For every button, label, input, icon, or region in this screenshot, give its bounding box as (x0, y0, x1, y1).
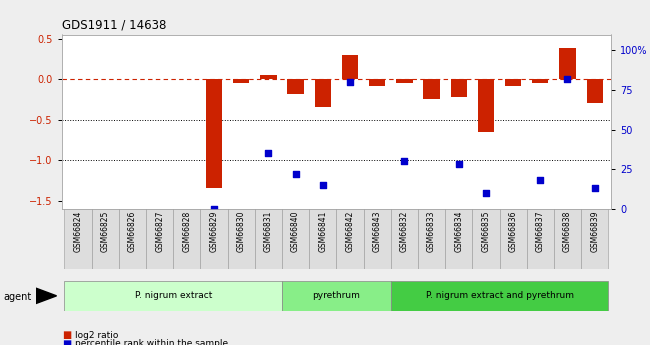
Bar (586, 79, 603, 104)
Text: percentile rank within the sample: percentile rank within the sample (75, 339, 228, 345)
Bar (526, 209, 554, 269)
Text: GSM66832: GSM66832 (400, 210, 409, 252)
Text: ■: ■ (62, 331, 71, 340)
Text: GSM66831: GSM66831 (264, 210, 273, 252)
Bar (174, 209, 200, 269)
Bar (119, 209, 146, 269)
Point (318, 182, 328, 188)
Text: GSM66826: GSM66826 (128, 210, 137, 252)
Bar (200, 209, 227, 269)
Text: GSM66824: GSM66824 (73, 210, 83, 252)
Text: agent: agent (3, 292, 31, 302)
Bar (391, 281, 608, 310)
Text: GSM66825: GSM66825 (101, 210, 110, 252)
Point (263, 150, 274, 156)
Bar (473, 209, 499, 269)
Bar (532, 79, 549, 83)
Bar (64, 281, 282, 310)
Text: GSM66835: GSM66835 (482, 210, 490, 252)
Bar (560, 48, 576, 79)
Bar (505, 79, 521, 86)
Text: ■: ■ (62, 339, 71, 345)
Text: P. nigrum extract and pyrethrum: P. nigrum extract and pyrethrum (426, 291, 573, 300)
Bar (363, 209, 391, 269)
Text: GSM66840: GSM66840 (291, 210, 300, 252)
Point (481, 190, 491, 196)
Bar (396, 79, 413, 83)
Text: GSM66834: GSM66834 (454, 210, 463, 252)
Text: P. nigrum extract: P. nigrum extract (135, 291, 212, 300)
Text: GSM66841: GSM66841 (318, 210, 328, 252)
Bar (227, 209, 255, 269)
Bar (369, 79, 385, 86)
Bar (92, 209, 119, 269)
Bar (309, 209, 337, 269)
Text: log2 ratio: log2 ratio (75, 331, 118, 340)
Bar (391, 209, 418, 269)
Point (590, 185, 600, 191)
Bar (315, 79, 331, 107)
Text: GSM66842: GSM66842 (345, 210, 354, 252)
Text: pyrethrum: pyrethrum (313, 291, 360, 300)
Bar (450, 79, 467, 97)
Bar (255, 209, 282, 269)
Bar (499, 209, 526, 269)
Bar (233, 79, 250, 83)
Text: GSM66837: GSM66837 (536, 210, 545, 252)
Text: GSM66828: GSM66828 (183, 210, 191, 252)
Bar (282, 281, 391, 310)
Bar (64, 209, 92, 269)
Point (399, 158, 410, 164)
Text: GSM66829: GSM66829 (209, 210, 218, 252)
Text: GSM66830: GSM66830 (237, 210, 246, 252)
Bar (260, 75, 276, 79)
Text: GDS1911 / 14638: GDS1911 / 14638 (62, 19, 166, 32)
Text: GSM66843: GSM66843 (372, 210, 382, 252)
Bar (418, 209, 445, 269)
Bar (423, 79, 439, 99)
Bar (581, 209, 608, 269)
Bar (342, 55, 358, 79)
Text: GSM66833: GSM66833 (427, 210, 436, 252)
Text: GSM66839: GSM66839 (590, 210, 599, 252)
Point (209, 206, 219, 211)
Point (454, 161, 464, 167)
Bar (287, 79, 304, 93)
Point (291, 171, 301, 177)
Point (535, 177, 545, 183)
Bar (206, 79, 222, 188)
Text: GSM66838: GSM66838 (563, 210, 572, 252)
Bar (478, 79, 494, 132)
Bar (146, 209, 174, 269)
Text: GSM66827: GSM66827 (155, 210, 164, 252)
Text: GSM66836: GSM66836 (508, 210, 517, 252)
Bar (445, 209, 473, 269)
Bar (282, 209, 309, 269)
Point (344, 79, 355, 85)
Bar (337, 209, 363, 269)
Bar (554, 209, 581, 269)
Point (562, 76, 573, 82)
Polygon shape (36, 288, 57, 304)
